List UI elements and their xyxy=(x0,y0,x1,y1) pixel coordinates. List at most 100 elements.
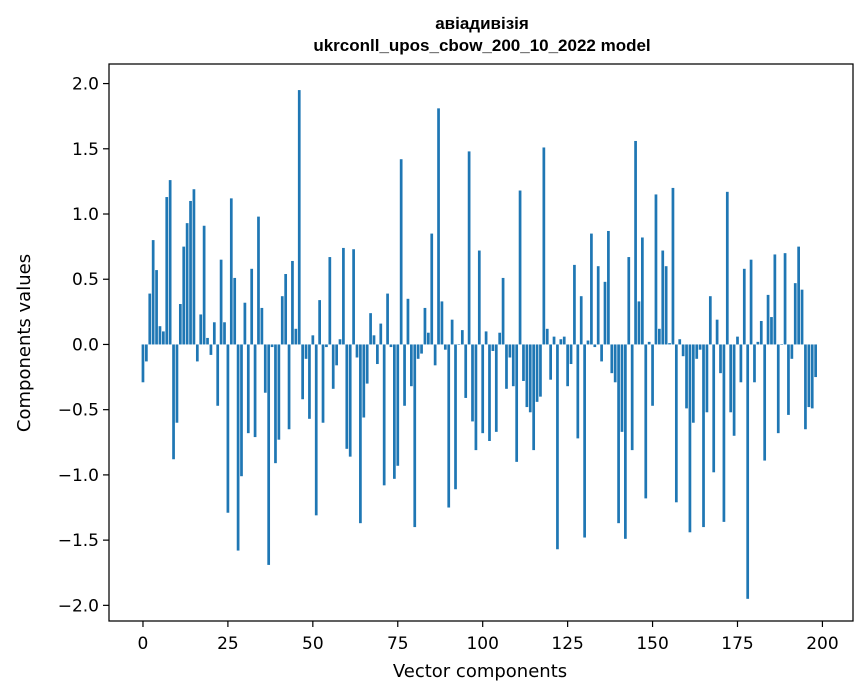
bar-136 xyxy=(603,281,607,345)
bar-2 xyxy=(148,293,152,345)
bar-76 xyxy=(399,159,403,345)
bar-15 xyxy=(192,189,196,345)
bar-174 xyxy=(732,344,736,436)
bar-157 xyxy=(674,344,678,503)
bar-177 xyxy=(742,268,746,345)
bar-52 xyxy=(318,300,321,345)
bars-group xyxy=(141,90,817,599)
bar-10 xyxy=(175,344,179,423)
x-tick-label: 175 xyxy=(721,634,753,654)
y-tick-label: 2.0 xyxy=(72,75,99,95)
bar-89 xyxy=(443,344,447,350)
bar-14 xyxy=(189,200,192,345)
bar-182 xyxy=(759,320,763,345)
x-tick-label: 125 xyxy=(551,634,583,654)
bar-142 xyxy=(624,344,627,539)
bar-165 xyxy=(702,344,705,528)
bar-94 xyxy=(460,330,464,345)
bar-155 xyxy=(668,343,671,345)
bar-40 xyxy=(277,344,281,440)
y-tick-label: −1.0 xyxy=(58,466,99,486)
bar-51 xyxy=(314,344,318,516)
x-axis-label: Vector components xyxy=(393,661,567,682)
bar-164 xyxy=(698,344,702,350)
bar-36 xyxy=(263,344,267,393)
bar-178 xyxy=(746,344,750,599)
bar-20 xyxy=(209,344,213,355)
bar-99 xyxy=(477,250,481,345)
bar-38 xyxy=(270,344,274,348)
bar-190 xyxy=(787,344,790,415)
bar-166 xyxy=(705,344,709,413)
chart-subtitle: ukrconll_upos_cbow_200_10_2022 model xyxy=(313,36,650,55)
bar-158 xyxy=(678,339,682,345)
bar-183 xyxy=(763,344,767,461)
bar-147 xyxy=(641,237,644,345)
bar-50 xyxy=(311,335,315,345)
bar-19 xyxy=(206,337,209,345)
bar-115 xyxy=(532,344,536,451)
bar-35 xyxy=(260,307,264,345)
bar-42 xyxy=(284,274,288,345)
bar-55 xyxy=(328,257,332,345)
bar-33 xyxy=(253,344,257,438)
bar-67 xyxy=(369,313,372,345)
bar-116 xyxy=(535,344,539,402)
bar-187 xyxy=(776,344,780,434)
bar-28 xyxy=(236,344,240,551)
bar-197 xyxy=(810,344,814,409)
bar-148 xyxy=(644,344,648,499)
bar-74 xyxy=(393,344,396,479)
bar-84 xyxy=(426,332,430,345)
bar-169 xyxy=(715,319,719,345)
bar-43 xyxy=(287,344,291,430)
bar-69 xyxy=(376,344,379,365)
bar-195 xyxy=(804,344,807,430)
bar-77 xyxy=(403,344,406,406)
bar-119 xyxy=(545,328,549,345)
bar-118 xyxy=(542,147,546,345)
bar-168 xyxy=(712,344,716,473)
bar-97 xyxy=(471,344,474,422)
bar-176 xyxy=(739,344,743,383)
bar-44 xyxy=(291,260,294,345)
bar-82 xyxy=(420,344,423,354)
bar-105 xyxy=(498,332,502,345)
bar-114 xyxy=(528,344,532,413)
bar-130 xyxy=(583,344,586,538)
x-tick-label: 25 xyxy=(217,634,239,654)
bar-41 xyxy=(280,296,284,345)
bar-135 xyxy=(600,344,603,362)
x-tick-label: 100 xyxy=(466,634,498,654)
bar-180 xyxy=(753,344,756,383)
bar-179 xyxy=(749,259,753,345)
bar-154 xyxy=(664,266,668,345)
bar-191 xyxy=(790,344,794,359)
bar-93 xyxy=(457,344,461,345)
bar-120 xyxy=(549,344,552,380)
bar-65 xyxy=(362,344,366,418)
bar-96 xyxy=(467,151,471,345)
bar-133 xyxy=(593,344,597,348)
bar-46 xyxy=(297,90,301,345)
bar-79 xyxy=(410,344,413,387)
bar-184 xyxy=(766,294,770,345)
bar-139 xyxy=(613,344,617,383)
bar-194 xyxy=(800,289,804,345)
x-tick-label: 0 xyxy=(138,634,149,654)
bar-32 xyxy=(250,268,254,345)
bar-78 xyxy=(406,298,410,345)
bar-39 xyxy=(274,344,277,464)
bar-8 xyxy=(168,180,172,345)
bar-141 xyxy=(620,344,624,432)
bar-103 xyxy=(491,344,495,351)
bar-88 xyxy=(440,301,444,345)
bar-11 xyxy=(178,304,182,345)
bar-172 xyxy=(725,191,729,345)
bar-108 xyxy=(508,344,512,358)
bar-66 xyxy=(365,344,369,384)
bar-102 xyxy=(488,344,491,441)
x-tick-label: 200 xyxy=(806,634,838,654)
bar-170 xyxy=(719,344,722,374)
bar-107 xyxy=(505,344,508,389)
